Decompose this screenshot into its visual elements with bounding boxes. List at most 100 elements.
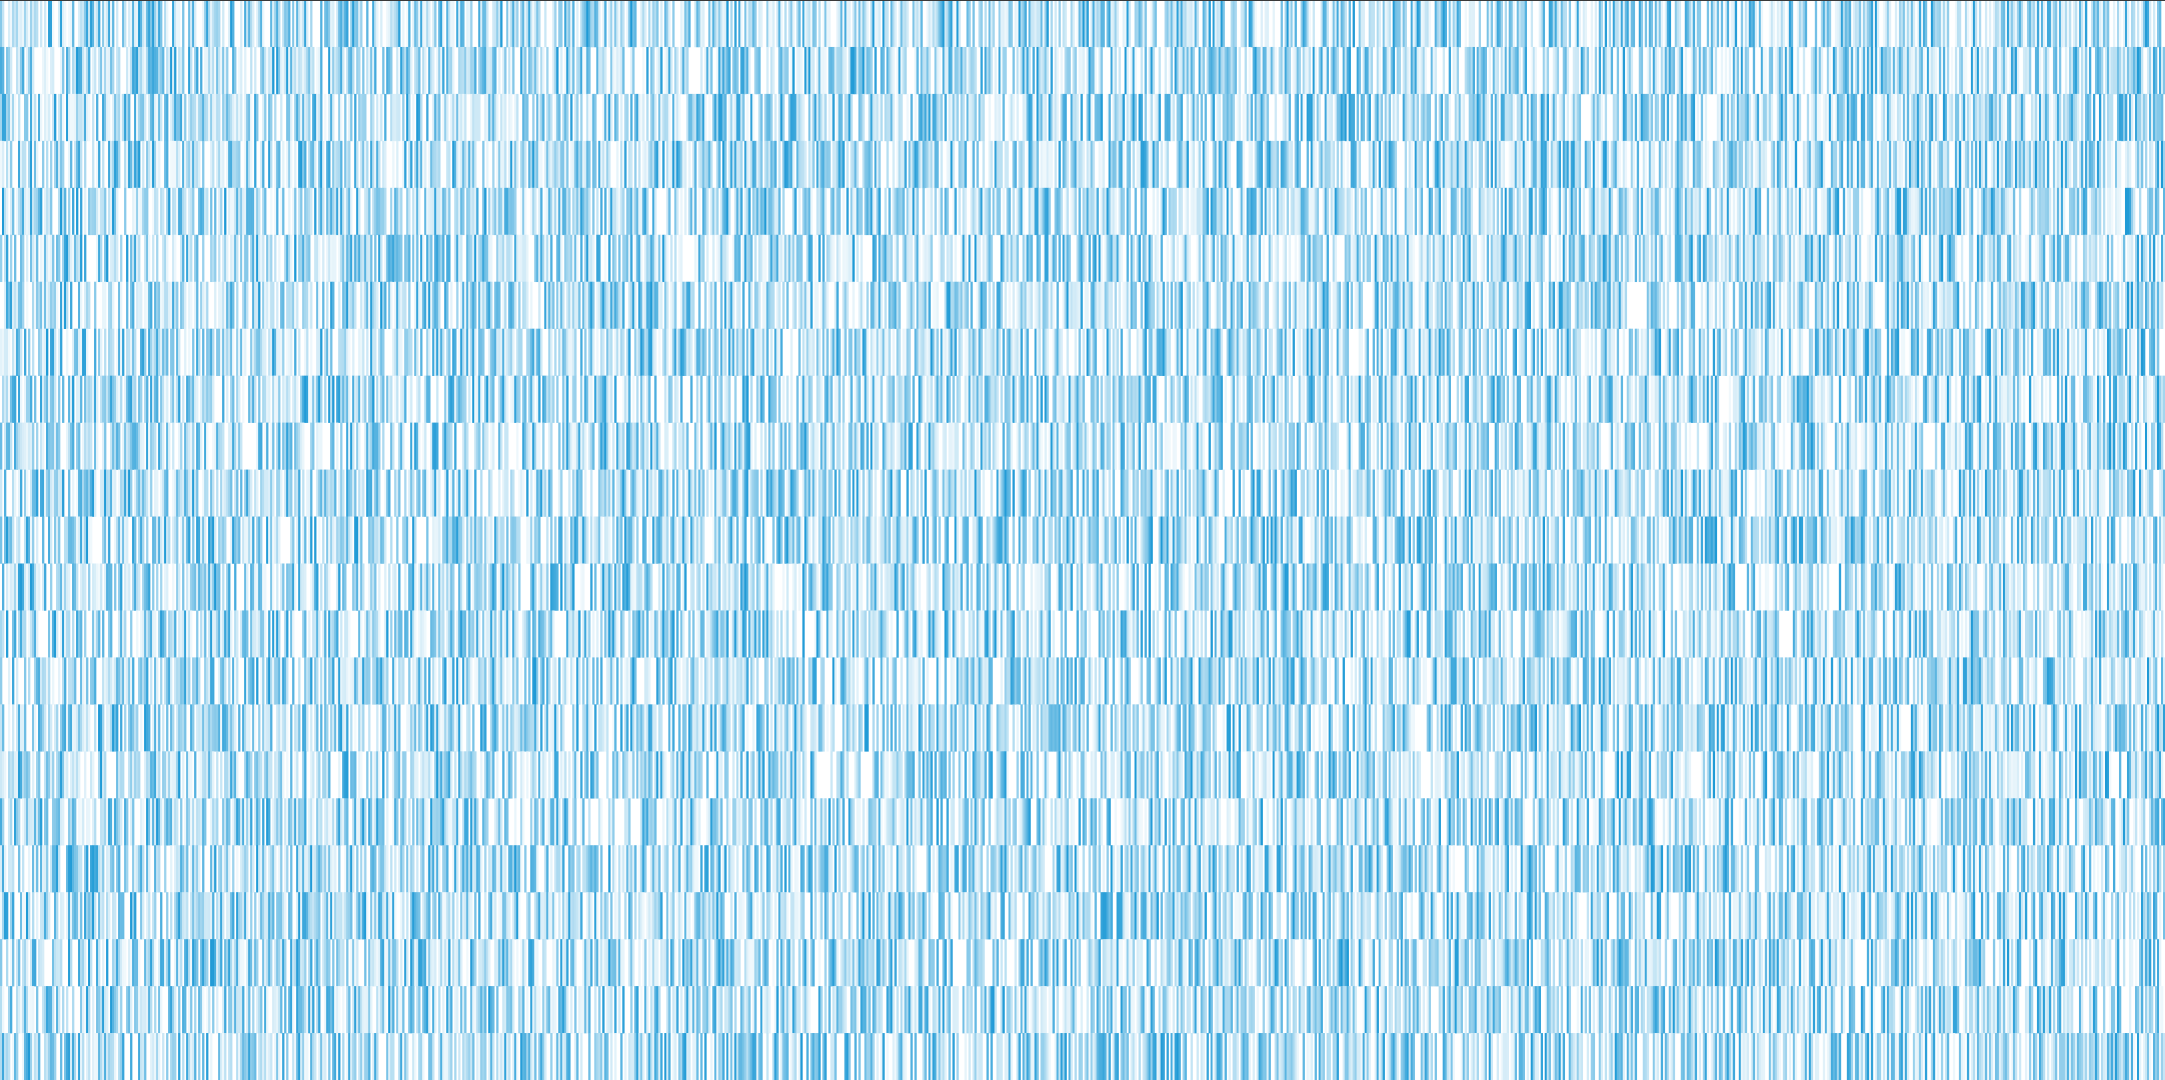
heatmap-cell xyxy=(812,93,815,142)
heatmap-cell xyxy=(790,140,793,189)
heatmap-cell xyxy=(1944,140,1948,189)
heatmap-cell xyxy=(1440,0,1443,48)
heatmap-cell xyxy=(1656,93,1660,142)
heatmap-cell xyxy=(78,0,81,48)
heatmap-cell xyxy=(866,46,869,95)
heatmap-cell xyxy=(1950,187,1954,236)
heatmap-cell xyxy=(1126,234,1129,283)
heatmap-cell xyxy=(564,93,567,142)
heatmap-cell xyxy=(1808,234,1812,283)
heatmap-cell xyxy=(1452,140,1455,189)
heatmap-cell xyxy=(516,140,519,189)
heatmap-cell xyxy=(1256,46,1259,95)
heatmap-cell xyxy=(316,46,319,95)
heatmap-cell xyxy=(646,281,649,329)
heatmap-cell xyxy=(1220,46,1223,95)
heatmap-cell xyxy=(274,140,277,189)
heatmap-cell xyxy=(990,46,993,95)
heatmap-cell xyxy=(2050,0,2054,48)
heatmap-cell xyxy=(632,281,635,329)
heatmap-cell xyxy=(946,234,949,283)
heatmap-cell xyxy=(800,234,803,283)
heatmap-cell xyxy=(764,93,767,142)
heatmap-cell xyxy=(928,93,931,142)
heatmap-cell xyxy=(70,140,73,189)
heatmap-cell xyxy=(960,140,963,189)
heatmap-cell xyxy=(1840,234,1844,283)
heatmap-cell xyxy=(2062,140,2066,189)
heatmap-cell xyxy=(2058,234,2062,283)
heatmap-cell xyxy=(200,281,203,329)
heatmap-cell xyxy=(512,187,515,236)
heatmap-cell xyxy=(94,46,97,95)
heatmap-cell xyxy=(866,140,869,189)
heatmap-cell xyxy=(108,281,111,329)
heatmap-cell xyxy=(1064,93,1067,142)
heatmap-cell xyxy=(400,234,403,283)
heatmap-cell xyxy=(348,187,351,236)
heatmap-cell xyxy=(16,0,19,48)
heatmap-cell xyxy=(470,93,473,142)
heatmap-cell xyxy=(2054,140,2058,189)
heatmap-cell xyxy=(1734,46,1738,95)
heatmap-cell xyxy=(664,93,667,142)
heatmap-cell xyxy=(1952,187,1956,236)
heatmap-cell xyxy=(822,46,825,95)
heatmap-cell xyxy=(1350,187,1353,236)
heatmap-cell xyxy=(2161,140,2164,189)
heatmap-cell xyxy=(1268,187,1271,236)
heatmap-cell xyxy=(216,140,219,189)
heatmap-cell xyxy=(1300,187,1303,236)
heatmap-cell xyxy=(916,234,919,283)
heatmap-cell xyxy=(1788,187,1792,236)
heatmap-cell xyxy=(1514,234,1517,283)
heatmap-cell xyxy=(314,187,317,236)
heatmap-cell xyxy=(792,46,795,95)
heatmap-cell xyxy=(1892,93,1896,142)
heatmap-cell xyxy=(2118,140,2122,189)
heatmap-cell xyxy=(900,0,903,48)
heatmap-cell xyxy=(946,187,949,236)
heatmap-cell xyxy=(1310,140,1313,189)
heatmap-cell xyxy=(1254,0,1257,48)
heatmap-cell xyxy=(94,281,97,329)
heatmap-cell xyxy=(850,187,853,236)
heatmap-cell xyxy=(1274,46,1277,95)
heatmap-cell xyxy=(1254,234,1257,283)
heatmap-cell xyxy=(1024,234,1027,283)
heatmap-cell xyxy=(894,187,897,236)
heatmap-cell xyxy=(1960,93,1964,142)
heatmap-cell xyxy=(812,0,815,48)
heatmap-cell xyxy=(1226,46,1229,95)
heatmap-cell xyxy=(2014,46,2018,95)
heatmap-cell xyxy=(508,0,511,48)
heatmap-cell xyxy=(846,0,849,48)
heatmap-cell xyxy=(482,0,485,48)
heatmap-cell xyxy=(346,281,349,329)
heatmap-cell xyxy=(530,187,533,236)
heatmap-cell xyxy=(1100,140,1103,189)
heatmap-cell xyxy=(1720,93,1724,142)
heatmap-cell xyxy=(276,46,279,95)
heatmap-cell xyxy=(940,0,943,48)
heatmap-cell xyxy=(816,46,819,95)
heatmap-cell xyxy=(804,140,807,189)
heatmap-cell xyxy=(190,46,193,95)
heatmap-cell xyxy=(1996,0,2000,48)
heatmap-cell xyxy=(1882,46,1886,95)
heatmap-cell xyxy=(804,46,807,95)
heatmap-cell xyxy=(310,46,313,95)
heatmap-cell xyxy=(702,140,705,189)
heatmap-cell xyxy=(82,0,85,48)
heatmap-cell xyxy=(1186,187,1189,236)
heatmap-cell xyxy=(1568,0,1572,48)
heatmap-cell xyxy=(1030,234,1033,283)
heatmap-cell xyxy=(2044,46,2048,95)
heatmap-cell xyxy=(454,93,457,142)
heatmap-cell xyxy=(1388,46,1391,95)
heatmap-cell xyxy=(512,281,515,329)
heatmap-cell xyxy=(1542,46,1546,95)
heatmap-cell xyxy=(160,46,163,95)
heatmap-cell xyxy=(1978,234,1982,283)
heatmap-cell xyxy=(520,46,523,95)
